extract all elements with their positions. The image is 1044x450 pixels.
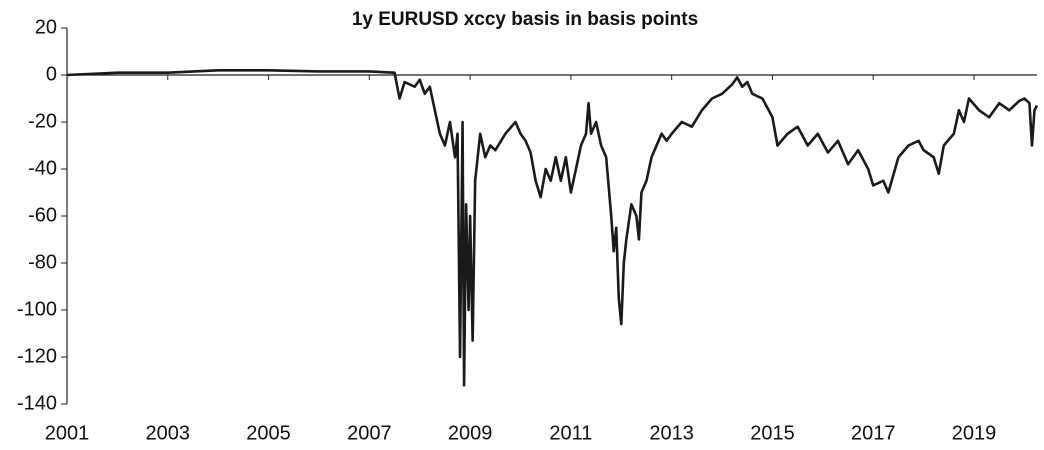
y-tick-label: -100 <box>17 298 57 320</box>
x-tick-label: 2011 <box>549 422 592 444</box>
x-tick-label: 2009 <box>448 422 493 444</box>
x-tick-label: 2001 <box>45 422 90 444</box>
y-tick-label: -20 <box>28 110 57 132</box>
x-tick-label: 2017 <box>851 422 896 444</box>
chart-title: 1y EURUSD xccy basis in basis points <box>352 9 698 30</box>
x-tick-label: 2005 <box>246 422 291 444</box>
y-tick-label: -140 <box>17 392 57 414</box>
y-tick-label: 0 <box>46 63 57 85</box>
x-tick-label: 2015 <box>750 422 795 444</box>
y-tick-label: 20 <box>35 16 57 38</box>
y-tick-label: -60 <box>28 204 57 226</box>
x-tick-label: 2019 <box>952 422 997 444</box>
x-tick-label: 2007 <box>347 422 392 444</box>
y-tick-label: -40 <box>28 157 57 179</box>
y-tick-label: -120 <box>17 345 57 367</box>
x-tick-label: 2003 <box>146 422 191 444</box>
x-tick-label: 2013 <box>649 422 694 444</box>
y-tick-label: -80 <box>28 251 57 273</box>
series-line <box>66 69 1039 387</box>
